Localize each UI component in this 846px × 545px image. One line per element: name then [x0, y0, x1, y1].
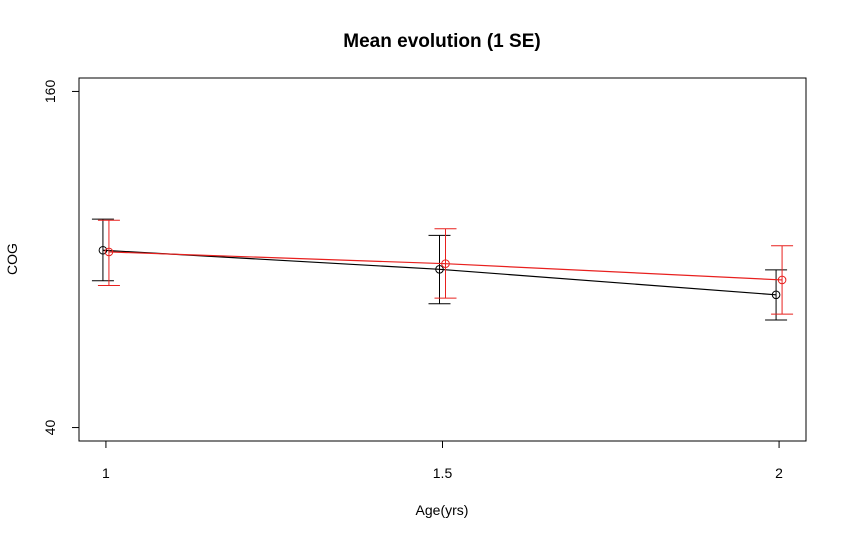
x-axis-label: Age(yrs) — [416, 502, 469, 518]
data-point — [435, 265, 444, 274]
chart-title: Mean evolution (1 SE) — [343, 31, 540, 52]
data-point — [771, 290, 781, 300]
x-axis: 1 1.5 2 — [102, 440, 783, 481]
x-tick-label: 1 — [102, 465, 110, 481]
data-point — [441, 259, 450, 269]
x-tick-label: 1.5 — [433, 465, 453, 481]
y-axis-label: COG — [4, 243, 20, 275]
series-2 — [97, 219, 794, 315]
series-1 — [91, 218, 788, 321]
y-axis: 40 160 — [42, 80, 80, 436]
x-tick-label: 2 — [775, 465, 783, 481]
series-layer — [91, 218, 794, 321]
y-tick-label: 160 — [42, 80, 58, 104]
y-tick-label: 40 — [42, 420, 58, 436]
data-point — [777, 275, 787, 285]
plot-frame — [78, 77, 807, 442]
data-point — [104, 247, 114, 257]
data-point — [98, 245, 108, 255]
